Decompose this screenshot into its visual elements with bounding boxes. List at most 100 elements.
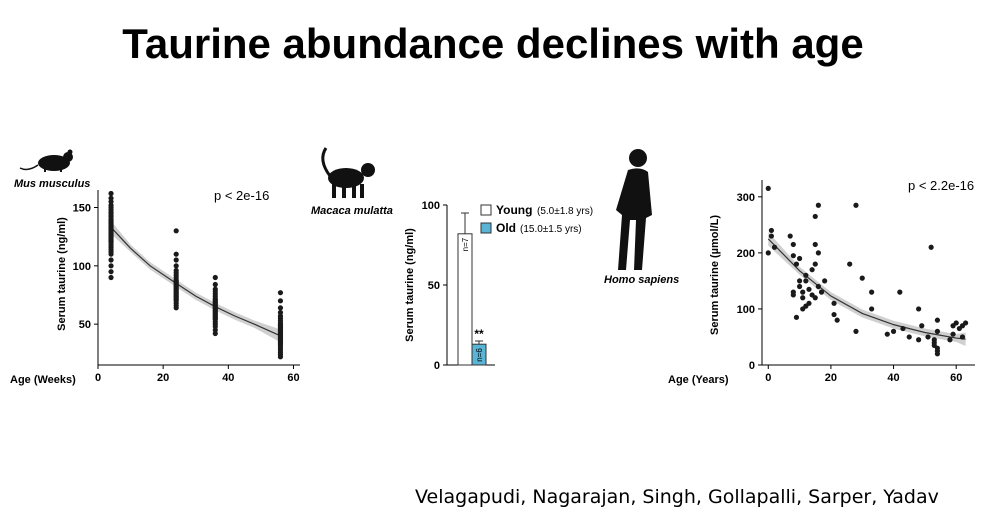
bar-young [457,233,473,366]
data-point-human [859,275,865,281]
ci-band-human [768,232,966,346]
mouse-chart: 0 20 40 60 50 100 150 [73,190,300,384]
data-point-mouse [277,298,284,304]
data-point-human [800,295,806,301]
data-point-human [834,317,840,323]
data-point-human [790,253,796,259]
data-point-human [806,300,812,306]
monkey-icon [321,147,375,198]
x-tick-label-human: 40 [887,372,899,384]
data-point-mouse [173,305,179,311]
data-point-human [793,261,800,267]
data-point-mouse [108,274,114,281]
data-point-human [818,289,825,295]
y-tick-label-monkey: 50 [428,280,440,292]
legend-label-young: Young [496,203,532,217]
data-point-mouse [173,257,179,263]
data-point-human [768,233,774,239]
n-label-young: n=7 [461,237,470,251]
data-point-human [815,250,821,256]
data-point-human [906,334,912,340]
data-point-mouse [212,330,218,337]
data-point-human [831,311,837,318]
data-point-human [959,334,966,340]
data-point-human [934,328,941,334]
human-icon [616,149,652,270]
ylabel-monkey: Serum taurine (ng/ml) [404,228,416,342]
x-tick-label-human: 0 [765,372,771,384]
data-point-human [806,286,812,292]
ci-band-mouse [111,220,281,343]
data-point-human [803,278,809,284]
xlabel-mouse: Age (Weeks) [10,374,76,386]
x-tick-label-mouse: 40 [222,372,234,384]
data-point-human [916,337,922,343]
ylabel-human: Serum taurine (µmol/L) [709,215,721,335]
data-point-human [884,331,890,337]
species-label-monkey: Macaca mulatta [311,205,393,217]
data-point-human [928,244,934,250]
y-tick-label-monkey: 100 [422,200,440,212]
data-point-human [796,278,803,284]
data-point-human [822,278,828,284]
data-point-human [787,233,793,239]
data-point-human [812,213,818,220]
data-point-human [900,325,906,332]
data-point-human [815,283,821,290]
data-point-mouse [173,263,179,269]
data-point-human [897,289,903,295]
data-point-human [853,328,859,334]
data-point-human [916,306,922,312]
data-point-mouse [277,305,284,311]
data-point-human [809,267,815,273]
data-point-human [768,227,774,234]
data-point-human [963,320,969,326]
data-point-human [869,306,875,312]
data-point-human [934,317,941,323]
data-point-human [890,328,897,334]
legend-swatch-old [480,222,492,234]
fit-line-human [767,238,966,340]
n-label-old: n=6 [475,348,484,362]
x-tick-label-mouse: 60 [287,372,299,384]
data-point-mouse [212,274,218,281]
mouse-icon [19,149,73,172]
data-point-mouse [277,290,284,296]
data-point-human [869,289,875,295]
authors-line: Velagapudi, Nagarajan, Singh, Gollapalli… [415,486,939,508]
y-tick-label-human: 0 [749,360,755,372]
monkey-chart: 0 50 100 n=7 n=6 ** [422,200,495,372]
y-tick-label-mouse: 100 [73,261,91,273]
data-point-mouse [173,228,179,234]
data-point-human [925,334,931,340]
data-point-human [800,289,806,295]
x-tick-label-mouse: 20 [157,372,169,384]
data-point-human [793,314,800,320]
x-tick-label-mouse: 0 [95,372,101,384]
species-label-human: Homo sapiens [604,274,679,286]
data-point-mouse [108,257,114,263]
data-point-human [919,323,925,329]
data-point-mouse [108,190,114,197]
data-point-human [790,241,796,248]
data-point-human [953,320,959,326]
species-label-mouse: Mus musculus [14,178,90,190]
y-tick-label-human: 100 [737,304,755,316]
data-point-human [812,241,818,248]
y-tick-label-human: 300 [737,192,755,204]
data-point-mouse [108,251,114,257]
page-title: Taurine abundance declines with age [122,20,864,67]
legend-monkey: Young (5.0±1.8 yrs) Old (15.0±1.5 yrs) [480,203,593,235]
p-value-mouse: p < 2e-16 [214,188,269,203]
significance-old: ** [474,327,484,341]
ylabel-mouse: Serum taurine (ng/ml) [56,217,68,331]
data-point-human [950,331,956,337]
data-point-mouse [173,251,179,257]
p-value-human: p < 2.2e-16 [908,178,974,193]
xlabel-human: Age (Years) [668,374,729,386]
data-point-human [947,337,953,343]
fit-line-mouse [110,226,281,337]
data-point-human [847,261,853,267]
data-point-human [765,185,771,192]
